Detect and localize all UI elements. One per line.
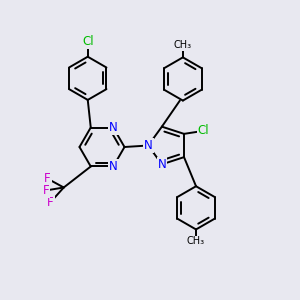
Text: Cl: Cl	[198, 124, 209, 137]
Text: CH₃: CH₃	[187, 236, 205, 246]
Text: N: N	[158, 158, 166, 171]
Text: F: F	[47, 196, 54, 209]
Text: F: F	[42, 184, 49, 197]
Text: F: F	[44, 172, 51, 185]
Text: N: N	[144, 139, 153, 152]
Text: N: N	[109, 121, 118, 134]
Text: CH₃: CH₃	[174, 40, 192, 50]
Text: N: N	[109, 160, 118, 173]
Text: Cl: Cl	[82, 35, 94, 48]
